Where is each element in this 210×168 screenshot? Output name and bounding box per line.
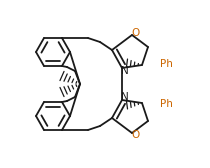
Text: N: N — [121, 66, 129, 76]
Text: Ph: Ph — [160, 99, 173, 109]
Text: O: O — [132, 28, 140, 38]
Text: O: O — [132, 130, 140, 140]
Text: Ph: Ph — [160, 59, 173, 69]
Text: N: N — [121, 92, 129, 102]
